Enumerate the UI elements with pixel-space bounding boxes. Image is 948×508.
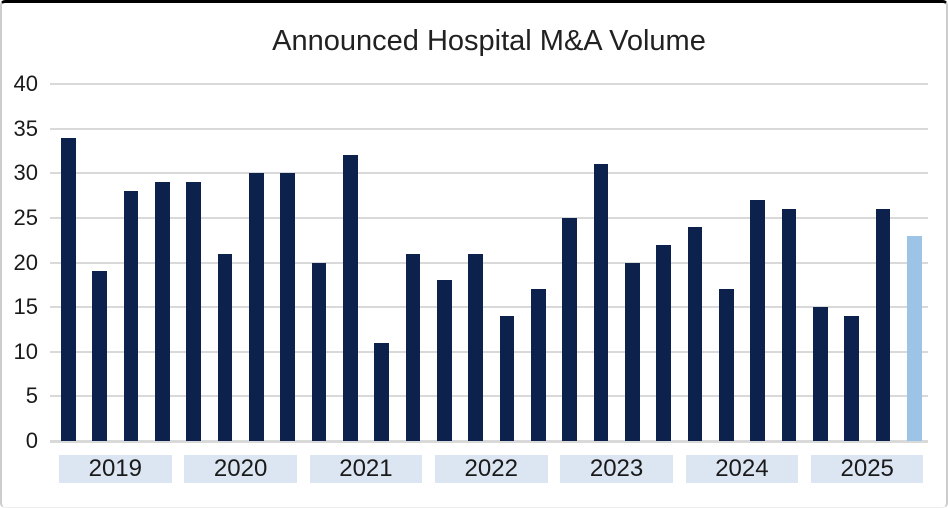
gridline <box>50 261 928 264</box>
bar <box>186 182 201 441</box>
year-label: 2022 <box>434 455 548 483</box>
bar <box>593 164 609 441</box>
y-axis-tick-label: 15 <box>13 294 38 320</box>
bar <box>781 208 797 441</box>
bar <box>656 244 671 441</box>
bar <box>562 217 577 441</box>
year-label: 2020 <box>184 455 297 483</box>
bar <box>468 253 483 441</box>
bar <box>750 200 765 441</box>
bar <box>687 226 703 441</box>
bar <box>374 342 389 441</box>
gridline <box>50 306 928 309</box>
highlight-bar <box>906 235 922 441</box>
year-label: 2025 <box>810 455 924 483</box>
y-axis-tick-label: 0 <box>25 428 38 453</box>
bar <box>248 173 264 441</box>
chart-title: Announced Hospital M&A Volume <box>272 25 706 57</box>
x-axis-line <box>50 440 928 443</box>
bar <box>718 289 734 441</box>
y-axis-tick-label: 30 <box>13 160 38 186</box>
plot-area: 0 5 10 15 20 25 30 35 40 2019 2020 2021 2022 2023 2024… <box>2 3 946 507</box>
bar <box>499 316 515 441</box>
bar <box>123 191 139 441</box>
bar <box>154 182 170 441</box>
bar <box>311 262 327 441</box>
y-axis-tick-label: 5 <box>25 383 38 409</box>
y-axis-tick-label: 20 <box>13 249 38 275</box>
gridline <box>50 172 928 175</box>
bar <box>280 173 295 441</box>
bar <box>217 253 233 441</box>
gridline <box>50 350 928 353</box>
gridline <box>50 83 928 85</box>
y-axis-tick-label: 10 <box>13 338 38 364</box>
y-axis-tick-label: 40 <box>13 71 38 96</box>
year-label: 2021 <box>309 455 423 483</box>
bar <box>92 271 107 441</box>
bar <box>342 155 358 441</box>
y-axis-tick-label: 35 <box>13 115 38 141</box>
bar <box>405 253 421 441</box>
bar <box>61 137 76 441</box>
y-axis-tick-label: 25 <box>13 204 38 230</box>
bar <box>844 316 859 441</box>
bar <box>875 208 891 441</box>
gridline <box>50 127 928 130</box>
bar <box>530 289 546 441</box>
year-label: 2019 <box>59 455 172 483</box>
bar <box>624 262 640 441</box>
gridline <box>50 395 928 398</box>
bar <box>812 307 828 441</box>
bar <box>436 280 452 441</box>
year-label: 2024 <box>685 455 799 483</box>
year-label: 2023 <box>560 455 673 483</box>
gridline <box>50 216 928 219</box>
